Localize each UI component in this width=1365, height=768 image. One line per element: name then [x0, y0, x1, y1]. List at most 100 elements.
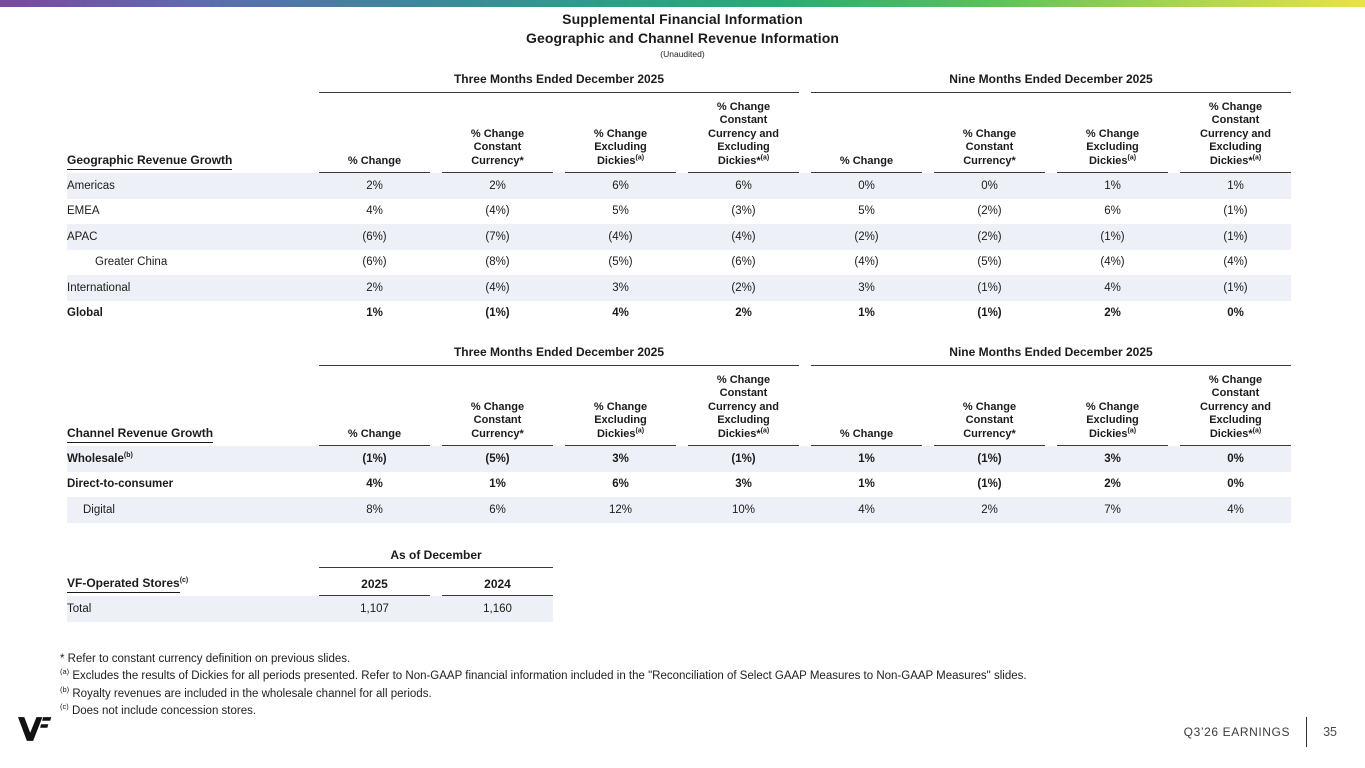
- cell-value: 3%: [735, 478, 752, 491]
- metric-column-header: % Change Constant Currency and Excluding Dic…: [1180, 374, 1291, 446]
- metric-column-header: % Change Constant Currency*: [934, 128, 1045, 173]
- channel-revenue-table: Three Months Ended December 2025 Nine Mo…: [67, 345, 1291, 523]
- cell-value: 4%: [366, 205, 383, 218]
- cell-value: (6%): [362, 230, 387, 243]
- metric-column-header: % Change Constant Currency*: [442, 128, 553, 173]
- table-row: Direct-to-consumer 4% 1% 6% 3% 1% (1%) 2% 0%: [67, 472, 1291, 498]
- table-row: APAC (6%) (7%) (4%) (4%) (2%) (2%) (1%) (1%): [67, 224, 1291, 250]
- cell-value: (1%): [1100, 230, 1125, 243]
- cell-value: 3%: [858, 281, 875, 294]
- cell-value: 2%: [489, 179, 506, 192]
- cell-value: 7%: [1104, 503, 1121, 516]
- page-number: 35: [1323, 725, 1337, 739]
- metric-column-header: % Change Constant Currency and Excluding Dic…: [1180, 101, 1291, 173]
- metric-column-header: % Change: [319, 428, 430, 446]
- vf-logo: [18, 716, 52, 742]
- cell-value: 4%: [612, 307, 629, 320]
- cell-value: 12%: [608, 503, 633, 516]
- cell-value: (1%): [1223, 281, 1248, 294]
- cell-value: 1%: [366, 307, 383, 320]
- title-block: Supplemental Financial Information Geogr…: [0, 10, 1365, 59]
- footnote: (a) Excludes the results of Dickies for …: [60, 667, 1027, 683]
- year-column-header: 2024: [442, 577, 553, 596]
- cell-value: (1%): [977, 452, 1002, 465]
- row-label: Global: [67, 307, 103, 320]
- cell-value: 2%: [1104, 478, 1121, 491]
- table-row: Americas 2% 2% 6% 6% 0% 0% 1% 1%: [67, 173, 1291, 199]
- cell-value: (2%): [731, 281, 756, 294]
- geographic-revenue-table: Three Months Ended December 2025 Nine Mo…: [67, 72, 1291, 326]
- metric-column-header: % Change Excluding Dickies(a): [565, 128, 676, 173]
- cell-value: 6%: [612, 179, 629, 192]
- cell-value: (2%): [977, 230, 1002, 243]
- cell-value: 2%: [981, 503, 998, 516]
- metric-header-row: Channel Revenue Growth % Change % Change C…: [67, 366, 1291, 446]
- cell-value: (4%): [731, 230, 756, 243]
- slide-title-line1: Supplemental Financial Information: [562, 11, 803, 27]
- row-label: EMEA: [67, 205, 100, 218]
- cell-value: 1%: [858, 307, 875, 320]
- table-row: Wholesale(b) (1%) (5%) 3% (1%) 1% (1%) 3% 0%: [67, 446, 1291, 472]
- table-title-channel: Channel Revenue Growth: [67, 426, 307, 446]
- metric-column-header: % Change: [319, 155, 430, 173]
- cell-value: 1%: [858, 452, 875, 465]
- metric-column-header: % Change Constant Currency*: [442, 401, 553, 446]
- period-header-three-months: Three Months Ended December 2025: [319, 345, 799, 366]
- cell-value: 4%: [366, 478, 383, 491]
- cell-value: 2%: [1104, 307, 1121, 320]
- footnote: (b) Royalty revenues are included in the…: [60, 684, 432, 700]
- cell-value: (2%): [854, 230, 879, 243]
- slide-title-line2: Geographic and Channel Revenue Informati…: [525, 30, 840, 46]
- stores-table: As of December VF-Operated Stores(c) 202…: [67, 548, 553, 622]
- cell-value: (4%): [854, 256, 879, 269]
- accent-gradient-bar: [0, 0, 1365, 7]
- year-column-header: 2025: [319, 577, 430, 596]
- cell-value: (7%): [485, 230, 510, 243]
- table-row: Greater China (6%) (8%) (5%) (6%) (4%) (5%) (4%…: [67, 250, 1291, 276]
- cell-value: (4%): [485, 205, 510, 218]
- cell-value: 3%: [1104, 452, 1121, 465]
- row-label: Wholesale(b): [67, 451, 133, 465]
- cell-value: (8%): [485, 256, 510, 269]
- cell-value: 0%: [1227, 452, 1244, 465]
- metric-header-row: Geographic Revenue Growth % Change % Chan…: [67, 93, 1291, 173]
- cell-value: (6%): [362, 256, 387, 269]
- cell-value: (1%): [731, 452, 756, 465]
- row-label: Direct-to-consumer: [67, 478, 174, 491]
- period-header-nine-months: Nine Months Ended December 2025: [811, 345, 1291, 366]
- period-header-three-months: Three Months Ended December 2025: [319, 72, 799, 93]
- cell-value: 4%: [858, 503, 875, 516]
- metric-column-header: % Change Excluding Dickies(a): [565, 401, 676, 446]
- period-header-row: Three Months Ended December 2025 Nine Mo…: [67, 345, 1291, 366]
- cell-value: 6%: [612, 478, 629, 491]
- cell-value: 5%: [612, 205, 629, 218]
- cell-value: (6%): [731, 256, 756, 269]
- table-title-stores: VF-Operated Stores(c): [67, 576, 307, 596]
- footnotes-block: * Refer to constant currency definition …: [60, 651, 1320, 720]
- metric-column-header: % Change Excluding Dickies(a): [1057, 401, 1168, 446]
- cell-value: 1%: [489, 478, 506, 491]
- row-label: Americas: [67, 179, 115, 192]
- cell-value: 2%: [366, 281, 383, 294]
- footer-right: Q3’26 EARNINGS 35: [1184, 715, 1337, 749]
- row-label: International: [67, 281, 131, 294]
- cell-value: 1,107: [360, 602, 389, 615]
- metric-column-header: % Change: [811, 428, 922, 446]
- cell-value: 4%: [1104, 281, 1121, 294]
- cell-value: 0%: [1227, 307, 1244, 320]
- cell-value: (2%): [977, 205, 1002, 218]
- row-label: Total: [67, 602, 92, 615]
- cell-value: (1%): [362, 452, 387, 465]
- footer-earnings-label: Q3’26 EARNINGS: [1183, 725, 1291, 739]
- cell-value: (5%): [608, 256, 633, 269]
- row-label: Digital: [83, 503, 115, 516]
- cell-value: 6%: [489, 503, 506, 516]
- channel-rows: Wholesale(b) (1%) (5%) 3% (1%) 1% (1%) 3% 0% Dire…: [67, 446, 1291, 523]
- metric-column-header: % Change Constant Currency and Excluding Dic…: [688, 374, 799, 446]
- cell-value: (1%): [977, 478, 1002, 491]
- table-title-geographic: Geographic Revenue Growth: [67, 153, 307, 173]
- metric-column-header: % Change Constant Currency*: [934, 401, 1045, 446]
- cell-value: (1%): [977, 307, 1002, 320]
- cell-value: 1%: [1104, 179, 1121, 192]
